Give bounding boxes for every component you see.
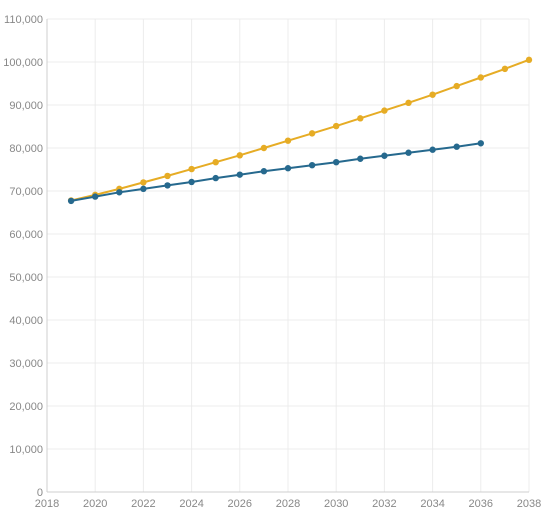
y-tick-label: 20,000 <box>9 401 43 413</box>
data-point <box>477 74 484 81</box>
data-point <box>116 189 123 196</box>
data-point <box>140 185 147 193</box>
series-group <box>67 56 533 205</box>
series-1 <box>67 56 533 204</box>
data-point <box>308 162 316 169</box>
data-point <box>260 168 268 175</box>
data-point <box>284 165 292 172</box>
data-point <box>236 152 243 159</box>
data-point <box>357 115 364 122</box>
series-2 <box>67 140 484 205</box>
y-tick-label: 70,000 <box>9 186 43 198</box>
data-point <box>429 91 436 98</box>
x-axis-ticks: 2018 2020 2022 2024 2026 2028 2030 2032 2034 2036… <box>35 498 541 510</box>
series-line <box>70 142 481 202</box>
data-point <box>333 158 340 166</box>
data-point <box>92 193 99 200</box>
y-tick-label: 10,000 <box>9 444 43 456</box>
x-tick-label: 2024 <box>179 498 203 510</box>
data-point <box>284 137 292 144</box>
data-point <box>67 197 75 205</box>
data-point <box>212 158 219 166</box>
y-axis-ticks: 0 10,000 20,000 30,000 40,000 50,000 60,000 70,… <box>3 14 43 499</box>
x-tick-label: 2032 <box>372 498 396 510</box>
data-point <box>333 122 340 130</box>
x-tick-label: 2026 <box>228 498 252 510</box>
data-point <box>501 65 509 73</box>
x-tick-label: 2028 <box>276 498 300 510</box>
data-point <box>164 172 171 180</box>
y-tick-label: 100,000 <box>3 57 43 69</box>
y-tick-label: 80,000 <box>9 143 43 155</box>
data-point <box>260 144 268 152</box>
data-point <box>140 179 147 186</box>
grid <box>46 18 530 493</box>
y-tick-label: 30,000 <box>9 358 43 370</box>
y-tick-label: 50,000 <box>9 272 43 284</box>
data-point <box>164 182 171 189</box>
data-point <box>405 99 412 107</box>
y-tick-label: 110,000 <box>4 14 43 26</box>
data-point <box>429 146 436 153</box>
x-tick-label: 2022 <box>131 498 155 510</box>
data-point <box>357 155 364 162</box>
data-point <box>453 143 460 150</box>
y-tick-label: 60,000 <box>9 229 43 241</box>
x-tick-label: 2038 <box>517 498 541 510</box>
data-point <box>188 178 195 186</box>
data-point <box>525 56 533 64</box>
data-point <box>188 165 195 173</box>
data-point <box>477 140 484 147</box>
y-tick-label: 90,000 <box>9 100 43 112</box>
data-point <box>381 107 388 114</box>
x-tick-label: 2018 <box>35 498 59 510</box>
x-tick-label: 2036 <box>469 498 493 510</box>
data-point <box>236 171 243 178</box>
y-tick-label: 40,000 <box>9 315 43 327</box>
data-point <box>381 152 388 159</box>
y-tick-label: 0 <box>37 487 43 499</box>
axes <box>46 19 529 493</box>
data-point <box>212 174 219 182</box>
series-line <box>70 58 530 202</box>
x-tick-label: 2034 <box>420 498 444 510</box>
x-tick-label: 2020 <box>83 498 107 510</box>
data-point <box>453 82 460 90</box>
data-point <box>308 130 316 137</box>
data-point <box>405 149 412 156</box>
x-tick-label: 2030 <box>324 498 348 510</box>
